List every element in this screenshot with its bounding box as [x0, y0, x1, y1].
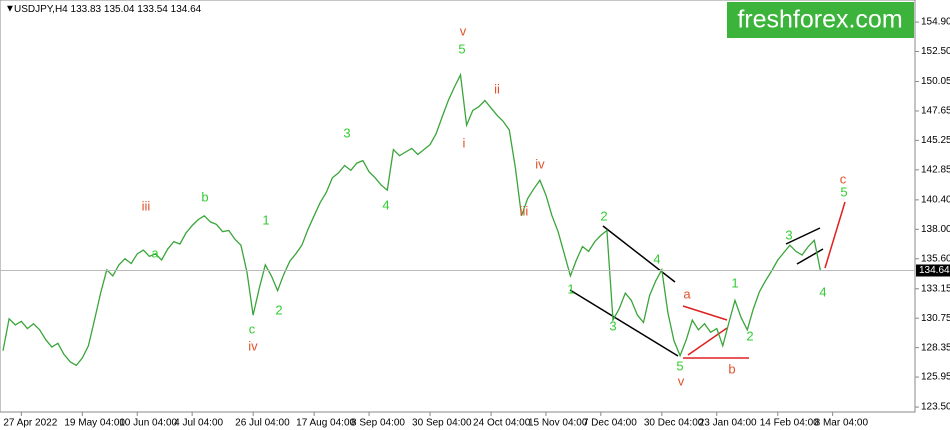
y-tick-label: 140.40 [921, 195, 950, 206]
y-tick-label: 150.05 [921, 76, 950, 87]
wave-label: iv [535, 156, 545, 171]
wave-label: 4 [653, 251, 660, 266]
wave-label: b [728, 361, 735, 376]
x-tick-label: 24 Oct 04:00 [473, 418, 531, 429]
wave-label: a [683, 286, 691, 301]
wave-label: 3 [785, 227, 792, 242]
symbol-arrow: ▼ [5, 4, 15, 15]
x-tick-label: 30 Sep 04:00 [412, 418, 472, 429]
wave-label: 4 [819, 284, 826, 299]
y-tick-label: 125.95 [921, 372, 950, 383]
symbol: USDJPY,H4 [14, 4, 68, 15]
triangle-line [687, 327, 728, 356]
wave-label: v [678, 373, 685, 388]
low: 133.54 [137, 4, 168, 15]
y-tick-label: 130.75 [921, 313, 950, 324]
wave-label: 3 [343, 125, 350, 140]
wave-label: b [201, 189, 208, 204]
wave-label: 5 [458, 41, 465, 56]
last-price-label: 134.64 [919, 265, 950, 276]
x-tick-label: 26 Jul 04:00 [235, 418, 290, 429]
wave-label: iii [520, 203, 529, 218]
plot-frame [0, 0, 916, 413]
wave-label: v [460, 23, 467, 38]
y-tick-label: 133.15 [921, 283, 950, 294]
x-tick-label: 10 Jun 04:00 [119, 418, 177, 429]
wave-label: 2 [275, 302, 282, 317]
wave-label: 2 [746, 328, 753, 343]
wave-label: c [249, 321, 256, 336]
y-tick-label: 138.00 [921, 224, 950, 235]
y-tick-label: 152.50 [921, 46, 950, 57]
open: 133.83 [71, 4, 102, 15]
channel-line [569, 289, 679, 357]
last-price-box [916, 264, 950, 277]
red-lines [682, 201, 846, 359]
x-tick-label: 8 Mar 04:00 [815, 418, 869, 429]
y-tick-label: 123.50 [921, 402, 950, 413]
x-tick-label: 23 Jan 04:00 [699, 418, 757, 429]
x-tick-label: 27 Apr 2022 [3, 418, 57, 429]
wave-label: 1 [262, 212, 269, 227]
y-tick-label: 135.60 [921, 253, 950, 264]
wave-label: iii [142, 198, 151, 213]
projection-line [824, 201, 846, 269]
wave-label: iv [248, 338, 258, 353]
wave-label: 1 [731, 275, 738, 290]
watermark: freshforex.com [737, 6, 902, 34]
wave-label: 3 [609, 318, 616, 333]
x-tick-label: 7 Dec 04:00 [583, 418, 637, 429]
x-tick-label: 14 Feb 04:00 [760, 418, 819, 429]
y-tick-label: 142.85 [921, 164, 950, 175]
close: 134.64 [171, 4, 202, 15]
header: USDJPY,H4 133.83 135.04 133.54 134.64 [14, 4, 202, 15]
wave-label: i [463, 135, 466, 150]
price-line [2, 72, 822, 367]
y-tick-label: 154.90 [921, 17, 950, 28]
x-tick-label: 30 Dec 04:00 [644, 418, 704, 429]
wave-label: a [151, 245, 159, 260]
wedge-line [796, 248, 824, 265]
wave-label: 2 [600, 208, 607, 223]
channel-line [602, 225, 676, 283]
y-tick-label: 128.35 [921, 342, 950, 353]
x-tick-label: 8 Sep 04:00 [351, 418, 405, 429]
triangle-line [682, 305, 728, 321]
wave-lines [569, 225, 824, 357]
high: 135.04 [104, 4, 135, 15]
wave-label: 4 [382, 197, 389, 212]
y-tick-label: 145.25 [921, 135, 950, 146]
x-tick-label: 17 Aug 04:00 [296, 418, 355, 429]
wedge-line [785, 227, 821, 245]
wave-label: 1 [567, 281, 574, 296]
wave-label: c [840, 171, 847, 186]
x-tick-label: 15 Nov 04:00 [528, 418, 588, 429]
y-tick-label: 147.65 [921, 106, 950, 117]
x-tick-label: 4 Jul 04:00 [174, 418, 223, 429]
watermark-box [727, 2, 914, 38]
x-tick-label: 19 May 04:00 [64, 418, 125, 429]
wave-label: ii [494, 81, 500, 96]
wave-label: 5 [840, 184, 847, 199]
wave-label: 5 [676, 358, 683, 373]
